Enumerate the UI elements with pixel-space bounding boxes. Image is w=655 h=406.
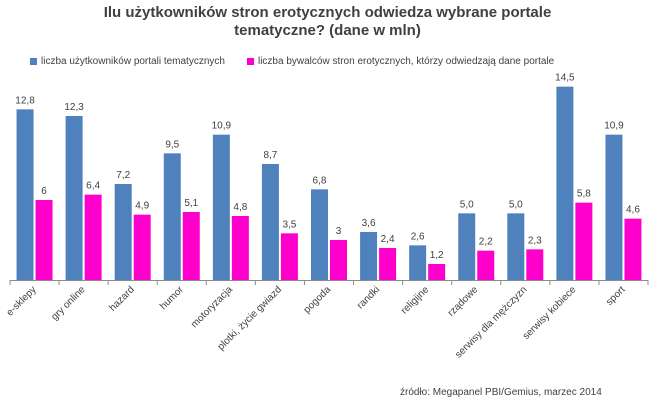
- bar-visitors-9: [477, 250, 495, 280]
- bar-users-12: [605, 134, 623, 280]
- data-label-visitors-12: 4,6: [626, 205, 640, 216]
- bar-users-7: [360, 232, 378, 280]
- data-label-visitors-10: 2,3: [528, 235, 542, 246]
- data-label-users-0: 12,8: [15, 95, 35, 106]
- bar-visitors-5: [280, 233, 298, 280]
- data-label-visitors-8: 1,2: [430, 250, 444, 261]
- data-label-users-1: 12,3: [64, 102, 84, 113]
- category-label-8: religijne: [399, 284, 431, 316]
- category-label-2: hazard: [107, 284, 136, 313]
- bar-visitors-8: [428, 264, 446, 280]
- source-note: źródło: Megapanel PBI/Gemius, marzec 201…: [400, 387, 602, 398]
- data-label-users-11: 14,5: [555, 73, 575, 84]
- category-label-9: rządowe: [446, 284, 481, 319]
- data-label-visitors-9: 2,2: [479, 237, 493, 248]
- category-label-12: sport: [604, 284, 628, 308]
- category-label-4: motoryzacja: [189, 284, 235, 330]
- bar-visitors-0: [35, 200, 53, 280]
- data-label-users-2: 7,2: [116, 170, 130, 181]
- data-label-visitors-3: 5,1: [184, 198, 198, 209]
- chart-title: Ilu użytkowników stron erotycznych odwie…: [0, 4, 655, 40]
- bar-users-11: [556, 86, 574, 281]
- legend-item-visitors: liczba bywalców stron erotycznych, którz…: [246, 56, 555, 67]
- chart-title-line-2: tematyczne? (dane w mln): [234, 22, 421, 39]
- bar-users-5: [261, 164, 279, 280]
- bar-visitors-3: [182, 212, 200, 280]
- bar-visitors-4: [231, 216, 249, 280]
- bar-visitors-6: [330, 240, 347, 280]
- category-label-11: serwisy kobiece: [521, 284, 579, 342]
- data-label-users-5: 8,7: [263, 150, 277, 161]
- bar-users-0: [16, 109, 34, 280]
- bar-visitors-12: [624, 218, 642, 280]
- bar-visitors-10: [526, 249, 544, 280]
- bar-users-3: [163, 153, 181, 280]
- data-label-visitors-6: 3: [336, 226, 342, 237]
- data-label-visitors-7: 2,4: [381, 234, 395, 245]
- data-label-users-9: 5,0: [460, 199, 474, 210]
- legend-swatch-visitors: [246, 58, 254, 65]
- data-label-users-3: 9,5: [165, 139, 179, 150]
- legend-label-users: liczba użytkowników portali tematycznych: [41, 56, 225, 67]
- legend-swatch-users: [30, 58, 37, 65]
- data-label-users-8: 2,6: [411, 231, 425, 242]
- data-label-visitors-1: 6,4: [86, 181, 100, 192]
- chart-title-line-1: Ilu użytkowników stron erotycznych odwie…: [103, 4, 552, 21]
- legend-label-visitors: liczba bywalców stron erotycznych, którz…: [257, 56, 555, 67]
- legend-item-users: liczba użytkowników portali tematycznych: [30, 56, 225, 67]
- category-label-3: humor: [158, 284, 186, 312]
- data-label-visitors-0: 6: [41, 186, 47, 197]
- data-label-users-10: 5,0: [509, 199, 523, 210]
- category-label-0: e-sklepy: [5, 284, 39, 318]
- data-label-visitors-5: 3,5: [282, 219, 296, 230]
- bar-visitors-1: [84, 194, 102, 280]
- bar-visitors-11: [575, 202, 593, 280]
- bar-users-8: [409, 245, 427, 280]
- bar-users-1: [65, 116, 83, 280]
- bar-users-2: [114, 184, 132, 280]
- category-label-6: pogoda: [302, 284, 334, 316]
- data-label-visitors-2: 4,9: [135, 201, 149, 212]
- category-label-7: randki: [355, 284, 382, 311]
- bar-users-4: [212, 134, 230, 280]
- data-label-users-12: 10,9: [604, 121, 624, 132]
- data-label-users-4: 10,9: [212, 121, 232, 132]
- data-label-visitors-4: 4,8: [233, 202, 247, 213]
- category-label-1: gry online: [49, 284, 88, 323]
- bar-users-9: [458, 213, 476, 280]
- bar-users-6: [311, 189, 328, 280]
- data-label-users-6: 6,8: [313, 175, 327, 186]
- data-label-visitors-11: 5,8: [577, 189, 591, 200]
- bar-users-10: [507, 213, 525, 280]
- data-label-users-7: 3,6: [362, 218, 376, 229]
- bar-visitors-7: [379, 248, 397, 280]
- bar-visitors-2: [133, 214, 151, 280]
- legend: liczba użytkowników portali tematycznych…: [30, 56, 576, 67]
